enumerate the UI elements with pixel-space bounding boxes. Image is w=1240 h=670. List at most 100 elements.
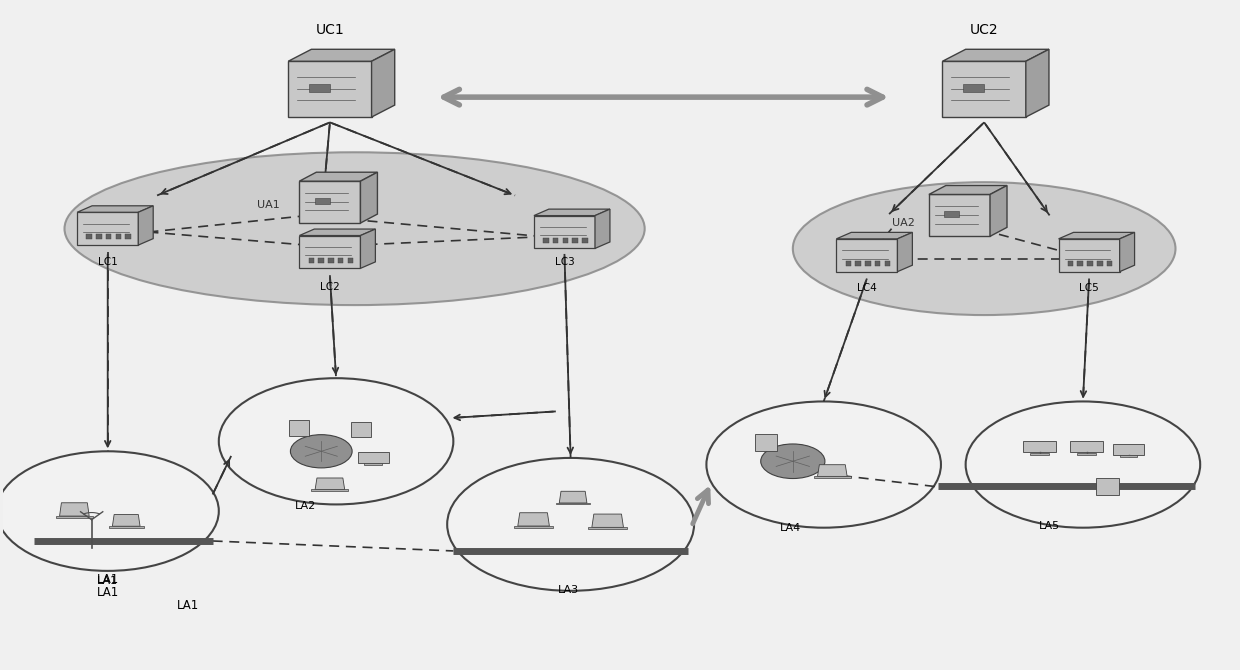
Bar [109, 526, 144, 528]
Text: LA1: LA1 [97, 586, 119, 599]
Bar [944, 211, 960, 218]
FancyBboxPatch shape [1059, 239, 1120, 271]
Circle shape [290, 435, 352, 468]
Polygon shape [942, 50, 1049, 61]
Polygon shape [299, 229, 376, 236]
Bar [556, 502, 590, 505]
Polygon shape [361, 229, 376, 269]
Polygon shape [836, 232, 913, 239]
Bar [319, 258, 324, 263]
FancyBboxPatch shape [288, 61, 372, 117]
Circle shape [448, 458, 694, 591]
Bar [315, 198, 330, 204]
FancyBboxPatch shape [77, 212, 138, 245]
Polygon shape [77, 206, 154, 212]
Bar [553, 238, 558, 243]
Polygon shape [595, 209, 610, 249]
Bar [1120, 456, 1137, 457]
Text: LC4: LC4 [857, 283, 877, 293]
Bar [365, 463, 382, 464]
Bar [329, 258, 334, 263]
FancyBboxPatch shape [836, 239, 898, 271]
Bar [543, 238, 548, 243]
Bar [87, 234, 92, 239]
Bar [1114, 444, 1145, 455]
Polygon shape [1059, 232, 1135, 239]
Bar [357, 452, 388, 462]
FancyBboxPatch shape [929, 194, 990, 237]
Text: LA1: LA1 [177, 600, 200, 612]
Text: UA1: UA1 [257, 200, 279, 210]
Bar [125, 234, 131, 239]
Bar [846, 261, 851, 266]
Bar [289, 420, 309, 436]
Bar [963, 84, 985, 92]
Bar [347, 258, 353, 263]
FancyBboxPatch shape [534, 216, 595, 249]
Circle shape [760, 444, 825, 478]
Text: LC2: LC2 [320, 282, 340, 292]
Bar [582, 238, 588, 243]
Bar [1096, 478, 1118, 495]
Bar [588, 527, 627, 529]
Circle shape [0, 452, 218, 571]
Text: LA1: LA1 [97, 576, 118, 586]
Polygon shape [898, 232, 913, 271]
Bar [1097, 261, 1102, 266]
Circle shape [707, 401, 941, 528]
Bar [866, 261, 870, 266]
Polygon shape [361, 172, 377, 223]
Bar [813, 476, 851, 478]
Bar [755, 434, 776, 452]
Bar [1087, 261, 1092, 266]
Bar [1030, 453, 1049, 455]
Bar [309, 258, 314, 263]
Polygon shape [817, 465, 847, 476]
Circle shape [966, 401, 1200, 528]
Text: LC1: LC1 [98, 257, 118, 267]
Polygon shape [1025, 50, 1049, 117]
Bar [1023, 441, 1056, 452]
Bar [337, 258, 343, 263]
Bar [1070, 441, 1104, 452]
Bar [115, 234, 122, 239]
Bar [573, 238, 578, 243]
FancyBboxPatch shape [299, 181, 361, 223]
Text: LA3: LA3 [558, 585, 579, 595]
Polygon shape [288, 50, 394, 61]
Bar [1068, 261, 1073, 266]
Polygon shape [990, 186, 1007, 237]
Bar [1078, 261, 1083, 266]
Text: LA2: LA2 [295, 501, 316, 511]
Bar [105, 234, 112, 239]
Bar [351, 422, 371, 437]
Bar [56, 516, 93, 518]
Polygon shape [60, 502, 89, 516]
Text: LA5: LA5 [1039, 521, 1060, 531]
Ellipse shape [64, 152, 645, 305]
Polygon shape [315, 478, 345, 490]
Bar [95, 234, 102, 239]
Polygon shape [372, 50, 394, 117]
Polygon shape [113, 515, 140, 526]
Text: LA1: LA1 [97, 573, 119, 586]
Bar [875, 261, 880, 266]
Bar [1078, 453, 1096, 455]
Text: LC5: LC5 [1079, 283, 1099, 293]
Polygon shape [138, 206, 154, 245]
Polygon shape [559, 491, 587, 503]
Polygon shape [591, 514, 624, 527]
Bar [309, 84, 330, 92]
Polygon shape [299, 172, 377, 181]
FancyBboxPatch shape [942, 61, 1025, 117]
Polygon shape [929, 186, 1007, 194]
Text: UA2: UA2 [893, 218, 915, 228]
Bar [563, 238, 568, 243]
Bar [884, 261, 890, 266]
Circle shape [218, 378, 454, 505]
Polygon shape [1120, 232, 1135, 271]
Bar [1107, 261, 1112, 266]
Text: UC1: UC1 [315, 23, 345, 38]
Text: UC2: UC2 [970, 23, 998, 38]
Ellipse shape [792, 182, 1176, 315]
